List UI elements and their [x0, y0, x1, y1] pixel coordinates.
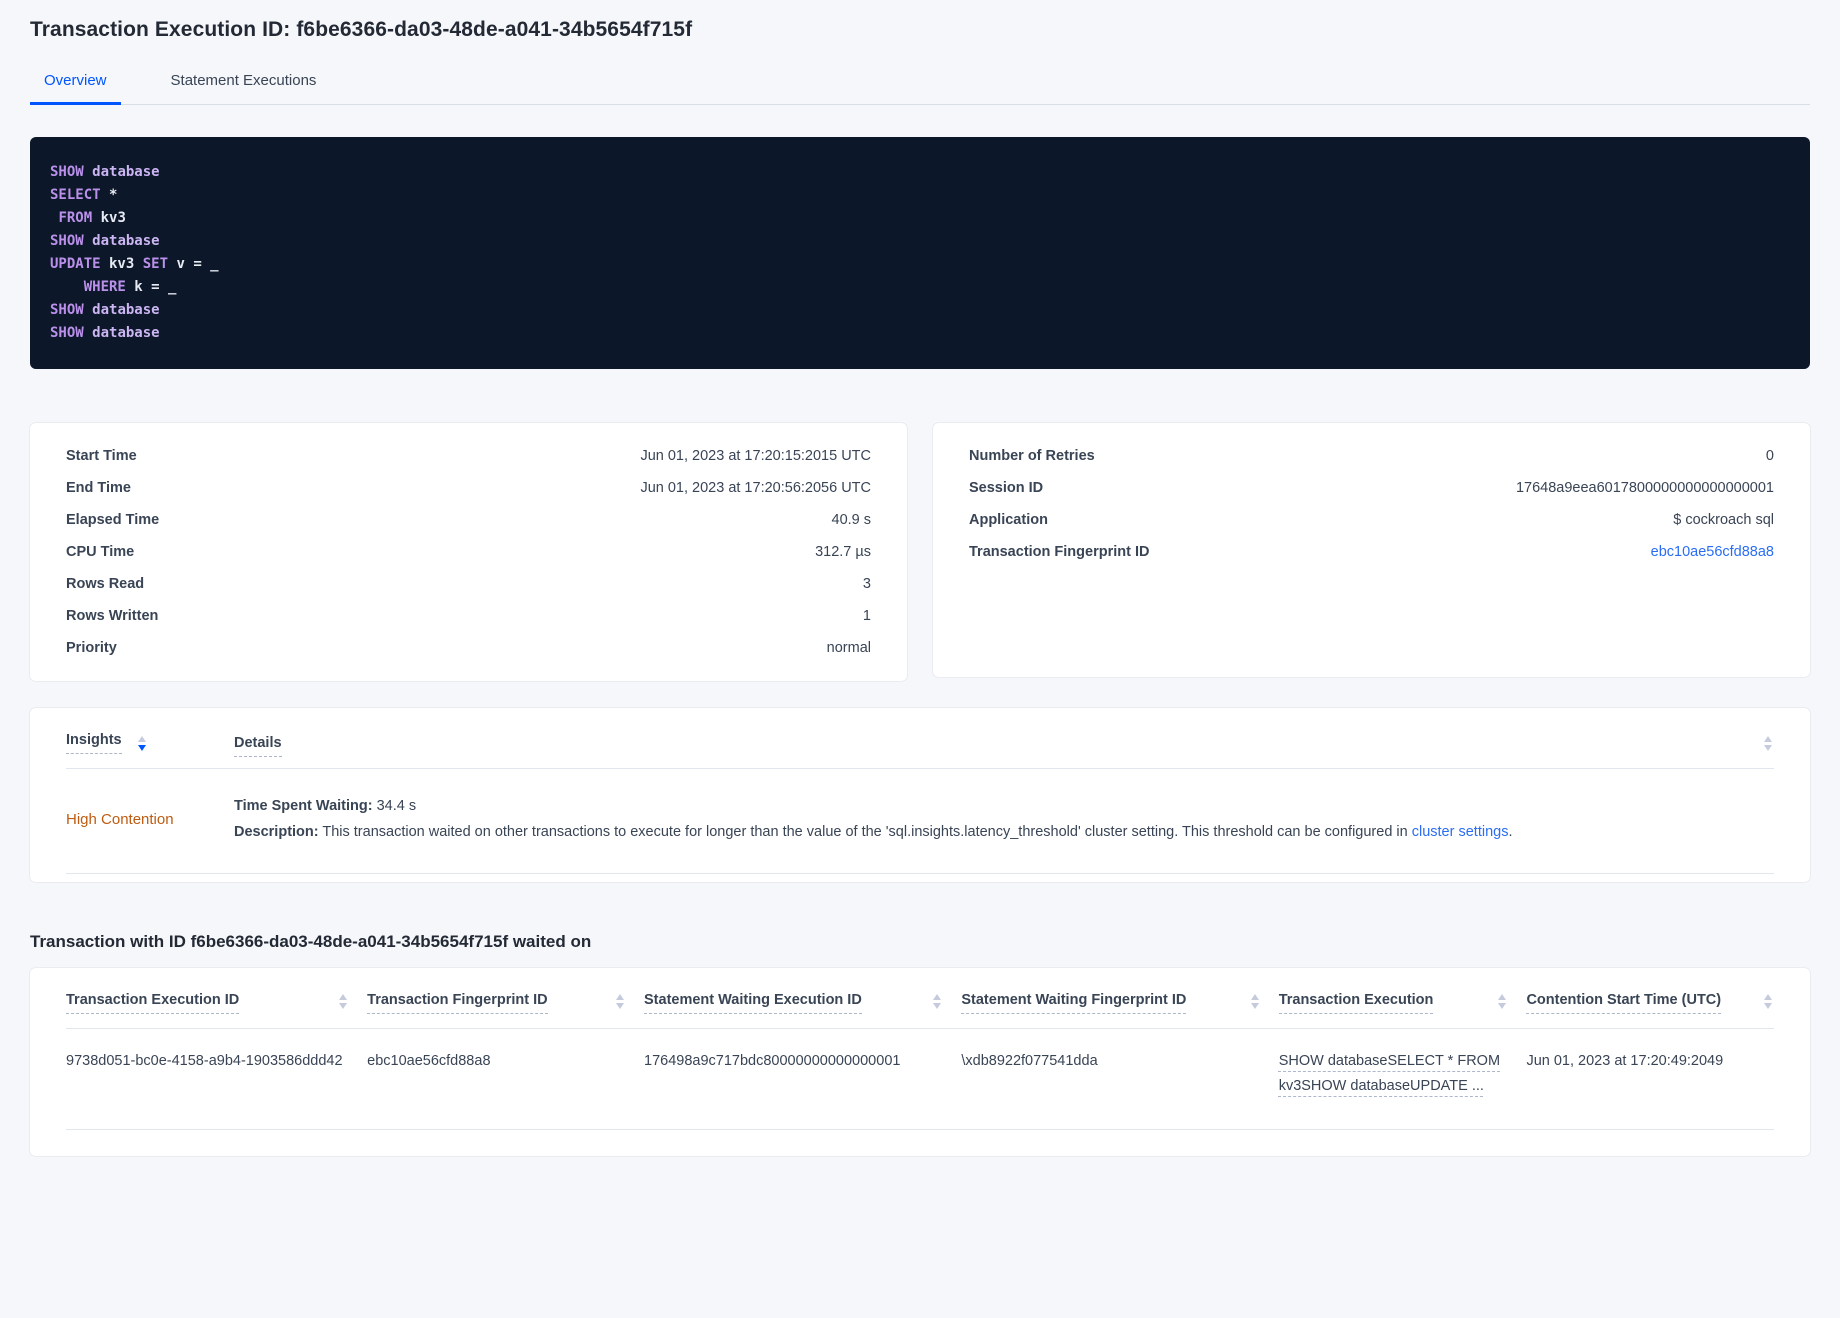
waited-table-header-row: Transaction Execution ID Transaction Fin… — [66, 968, 1774, 1029]
sql-statements-text: SHOW database SELECT * FROM kv3 SHOW datab… — [50, 164, 219, 341]
priority-value: normal — [826, 640, 871, 656]
summary-row-rows-written: Rows Written 1 — [66, 600, 871, 632]
elapsed-time-label: Elapsed Time — [66, 512, 160, 528]
insights-card: Insights Details High Contention Time Sp… — [30, 708, 1810, 882]
summary-row-rows-read: Rows Read 3 — [66, 568, 871, 600]
session-id-label: Session ID — [969, 480, 1044, 496]
sort-icon-statement-waiting-fingerprint-id[interactable] — [1249, 992, 1261, 1011]
tab-bar: Overview Statement Executions — [30, 64, 1810, 105]
header-transaction-execution: Transaction Execution — [1278, 992, 1509, 1014]
cell-contention-start-time: Jun 01, 2023 at 17:20:49:2049 — [1526, 1053, 1724, 1069]
session-id-value: 17648a9eea6017800000000000000001 — [1515, 480, 1774, 496]
summary-row-priority: Priority normal — [66, 632, 871, 664]
transaction-execution-link[interactable]: SHOW databaseSELECT * FROM kv3SHOW datab… — [1278, 1053, 1501, 1094]
details-column-header[interactable]: Details — [234, 735, 282, 757]
transaction-execution-header-label[interactable]: Transaction Execution — [1278, 992, 1434, 1014]
summary-row-end-time: End Time Jun 01, 2023 at 17:20:56:2056 U… — [66, 472, 871, 504]
rows-written-value: 1 — [862, 608, 871, 624]
cell-statement-waiting-execution-id: 176498a9c717bdc80000000000000001 — [644, 1053, 901, 1069]
header-statement-waiting-execution-id: Statement Waiting Execution ID — [644, 992, 943, 1014]
description-label: Description: — [234, 824, 319, 840]
waited-table-row: 9738d051-bc0e-4158-a9b4-1903586ddd42 ebc… — [66, 1029, 1774, 1130]
sort-icon-insights[interactable] — [136, 734, 148, 753]
summary-row-session-id: Session ID 17648a9eea6017800000000000000… — [969, 472, 1774, 504]
rows-written-label: Rows Written — [66, 608, 159, 624]
sort-icon-contention-start-time[interactable] — [1762, 992, 1774, 1011]
summary-row-application: Application $ cockroach sql — [969, 504, 1774, 536]
header-contention-start-time: Contention Start Time (UTC) — [1526, 992, 1774, 1014]
start-time-value: Jun 01, 2023 at 17:20:15:2015 UTC — [640, 448, 871, 464]
retries-value: 0 — [1765, 448, 1774, 464]
sort-icon-insights-right[interactable] — [1762, 734, 1774, 753]
cell-transaction-execution-id: 9738d051-bc0e-4158-a9b4-1903586ddd42 — [66, 1053, 343, 1069]
session-summary-card: Number of Retries 0 Session ID 17648a9ee… — [933, 423, 1810, 677]
rows-read-label: Rows Read — [66, 576, 145, 592]
tab-statement-executions[interactable]: Statement Executions — [170, 72, 317, 89]
page-title: Transaction Execution ID: f6be6366-da03-… — [30, 18, 693, 41]
waited-on-heading: Transaction with ID f6be6366-da03-48de-a… — [30, 932, 592, 951]
application-value: $ cockroach sql — [1673, 512, 1774, 528]
end-time-value: Jun 01, 2023 at 17:20:56:2056 UTC — [640, 480, 871, 496]
header-transaction-execution-id: Transaction Execution ID — [66, 992, 349, 1014]
insights-column-header[interactable]: Insights — [66, 732, 122, 754]
sort-icon-statement-waiting-execution-id[interactable] — [931, 992, 943, 1011]
elapsed-time-value: 40.9 s — [831, 512, 872, 528]
cluster-settings-link[interactable]: cluster settings — [1411, 824, 1509, 840]
description-text: This transaction waited on other transac… — [318, 824, 1412, 840]
summary-row-elapsed-time: Elapsed Time 40.9 s — [66, 504, 871, 536]
transaction-fingerprint-link[interactable]: ebc10ae56cfd88a8 — [1650, 544, 1774, 560]
execution-summary-card: Start Time Jun 01, 2023 at 17:20:15:2015… — [30, 423, 907, 681]
cell-transaction-fingerprint-id: ebc10ae56cfd88a8 — [367, 1053, 491, 1069]
summary-row-start-time: Start Time Jun 01, 2023 at 17:20:15:2015… — [66, 440, 871, 472]
high-contention-badge: High Contention — [66, 810, 174, 828]
description-line: Description: This transaction waited on … — [234, 819, 1774, 845]
application-label: Application — [969, 512, 1048, 528]
insights-table-header: Insights Details — [66, 708, 1774, 769]
time-spent-waiting-line: Time Spent Waiting: 34.4 s — [234, 793, 1774, 819]
sql-statements-box: SHOW database SELECT * FROM kv3 SHOW datab… — [30, 137, 1810, 369]
start-time-label: Start Time — [66, 448, 137, 464]
header-statement-waiting-fingerprint-id: Statement Waiting Fingerprint ID — [961, 992, 1260, 1014]
cpu-time-label: CPU Time — [66, 544, 135, 560]
header-transaction-fingerprint-id: Transaction Fingerprint ID — [367, 992, 626, 1014]
statement-waiting-execution-id-header-label[interactable]: Statement Waiting Execution ID — [644, 992, 862, 1014]
time-spent-waiting-value: 34.4 s — [372, 798, 417, 814]
summary-cards-row: Start Time Jun 01, 2023 at 17:20:15:2015… — [30, 423, 1810, 681]
rows-read-value: 3 — [862, 576, 871, 592]
summary-row-cpu-time: CPU Time 312.7 µs — [66, 536, 871, 568]
cell-transaction-execution: SHOW databaseSELECT * FROM kv3SHOW datab… — [1279, 1049, 1509, 1099]
cpu-time-value: 312.7 µs — [815, 544, 871, 560]
statement-waiting-fingerprint-id-header-label[interactable]: Statement Waiting Fingerprint ID — [961, 992, 1187, 1014]
priority-label: Priority — [66, 640, 117, 656]
insight-row-high-contention: High Contention Time Spent Waiting: 34.4… — [66, 769, 1774, 874]
sort-icon-transaction-execution-id[interactable] — [337, 992, 349, 1011]
end-time-label: End Time — [66, 480, 131, 496]
cell-statement-waiting-fingerprint-id: \xdb8922f077541dda — [961, 1053, 1098, 1069]
waited-on-table-card: Transaction Execution ID Transaction Fin… — [30, 968, 1810, 1156]
summary-row-retries: Number of Retries 0 — [969, 440, 1774, 472]
contention-start-time-header-label[interactable]: Contention Start Time (UTC) — [1526, 992, 1722, 1014]
tab-overview[interactable]: Overview — [30, 64, 121, 105]
insight-details: Time Spent Waiting: 34.4 s Description: … — [234, 793, 1774, 845]
sort-icon-transaction-execution[interactable] — [1496, 992, 1508, 1011]
time-spent-waiting-label: Time Spent Waiting: — [234, 798, 373, 814]
transaction-execution-id-header-label[interactable]: Transaction Execution ID — [66, 992, 240, 1014]
transaction-fingerprint-id-header-label[interactable]: Transaction Fingerprint ID — [367, 992, 548, 1014]
sort-icon-transaction-fingerprint-id[interactable] — [614, 992, 626, 1011]
description-suffix: . — [1508, 824, 1513, 840]
retries-label: Number of Retries — [969, 448, 1095, 464]
summary-row-fingerprint: Transaction Fingerprint ID ebc10ae56cfd8… — [969, 536, 1774, 568]
fingerprint-label: Transaction Fingerprint ID — [969, 544, 1150, 560]
